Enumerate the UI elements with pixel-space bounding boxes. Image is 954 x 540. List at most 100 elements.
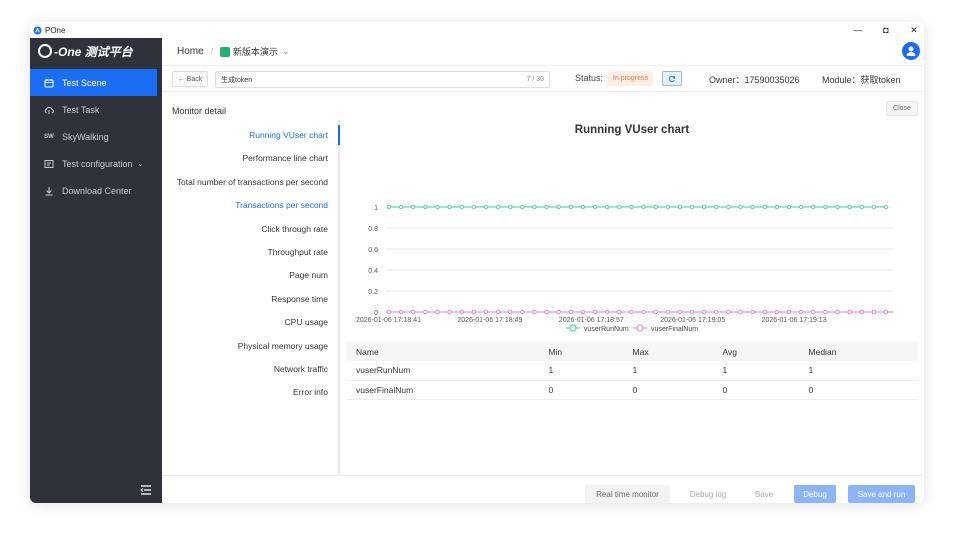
data-point — [689, 204, 695, 210]
scene-toolbar: ← Back 生成token 7 / 30 Status: In progres… — [162, 66, 924, 92]
status-badge: In progress — [608, 71, 654, 86]
data-point — [641, 309, 646, 315]
metric-item[interactable]: Total number of transactions per second — [176, 176, 328, 187]
data-point — [883, 309, 889, 315]
save-and-run-button[interactable]: Save and run — [848, 485, 915, 503]
user-icon — [906, 46, 916, 56]
metric-item[interactable]: Network traffic — [273, 364, 328, 374]
project-selector[interactable]: 新版本演示 — [232, 47, 278, 57]
data-point — [423, 309, 428, 315]
data-point — [738, 309, 743, 315]
data-point — [835, 309, 840, 315]
cloud-upload-icon — [44, 105, 54, 115]
data-point — [532, 204, 537, 210]
column-header: Avg — [712, 342, 799, 361]
sidebar-item-label: Test configuration — [62, 158, 133, 169]
project-icon — [219, 46, 230, 57]
data-point — [653, 309, 658, 315]
save-button[interactable]: Save — [754, 489, 774, 499]
metric-item[interactable]: Transactions per second — [235, 200, 328, 211]
debug-log-button[interactable]: Debug log — [689, 489, 727, 499]
active-indicator — [338, 125, 340, 145]
data-point — [532, 309, 537, 315]
sidebar-item-test-scene[interactable]: Test Scene — [30, 69, 157, 96]
breadcrumb-home[interactable]: Home — [177, 46, 204, 57]
data-point — [544, 309, 549, 315]
data-point — [483, 204, 489, 210]
collapse-menu-icon[interactable] — [140, 485, 152, 495]
data-point — [774, 309, 780, 315]
breadcrumb-separator: / — [210, 47, 213, 56]
refresh-button[interactable] — [662, 71, 682, 86]
calendar-icon — [44, 78, 54, 88]
sidebar-item-test-task[interactable]: Test Task — [30, 96, 162, 123]
minimize-button[interactable]: — — [853, 25, 863, 35]
skywalking-icon: SW — [44, 133, 54, 140]
data-point — [738, 204, 743, 210]
data-point — [859, 204, 864, 210]
data-point — [665, 309, 670, 315]
data-point — [435, 309, 440, 315]
data-point — [459, 204, 464, 210]
sidebar-item-download-center[interactable]: Download Center — [30, 177, 162, 204]
data-point — [871, 204, 877, 210]
metric-item[interactable]: Click through rate — [261, 223, 328, 234]
data-point — [811, 309, 816, 315]
x-tick-label: 2026-01-06 17:18:41 — [356, 317, 421, 324]
logo-text: -One 测试平台 — [54, 44, 133, 59]
sidebar-item-label: Test Task — [62, 104, 100, 115]
refresh-icon — [668, 75, 676, 82]
metric-item[interactable]: Response time — [271, 293, 328, 304]
table-cell: 1 — [712, 361, 799, 381]
close-panel-button[interactable]: Close — [886, 101, 918, 116]
data-point — [702, 309, 707, 315]
column-header: Max — [622, 342, 713, 361]
brand-logo: -One 测试平台 — [30, 38, 162, 64]
x-tick-label: 2026-01-06 17:19:05 — [660, 317, 725, 324]
back-button[interactable]: ← Back — [172, 71, 208, 87]
data-point — [508, 309, 513, 315]
data-point — [835, 204, 840, 210]
metric-item[interactable]: CPU usage — [284, 317, 328, 328]
metric-item[interactable]: Physical memory usage — [237, 340, 328, 351]
metric-item[interactable]: Running VUser chart — [249, 130, 328, 140]
chevron-down-icon[interactable]: ⌄ — [281, 46, 290, 56]
metric-item[interactable]: Error info — [293, 387, 328, 398]
column-header: Min — [538, 342, 623, 361]
download-icon — [44, 186, 54, 196]
user-avatar[interactable] — [902, 42, 920, 60]
data-point — [629, 204, 634, 210]
sidebar-item-label: Test Scene — [62, 77, 107, 88]
metric-item[interactable]: Throughput rate — [267, 247, 328, 257]
table-cell: vuserFinalNum — [346, 380, 539, 400]
x-tick-label: 2026-01-06 17:19:13 — [762, 317, 827, 324]
data-point — [847, 309, 852, 315]
data-point — [386, 204, 392, 210]
realtime-monitor-button[interactable]: Real time monitor — [585, 485, 670, 503]
metric-item[interactable]: Performance line chart — [242, 153, 328, 164]
data-point — [568, 204, 573, 210]
legend-label: vuserRunNum — [584, 326, 629, 333]
y-tick-label: 0 — [374, 310, 378, 317]
table-row: vuserFinalNum 0 0 0 0 — [346, 380, 918, 400]
data-point — [750, 204, 755, 210]
data-point — [471, 204, 477, 210]
sidebar-item-test-configuration[interactable]: Test configuration ⌄ — [30, 150, 162, 177]
restore-button[interactable]: ◘ — [883, 25, 889, 35]
panel-title: Monitor detail — [172, 106, 227, 116]
data-point — [447, 204, 452, 210]
data-point — [398, 309, 404, 315]
scene-name-value: 生成token — [221, 76, 253, 84]
metric-item[interactable]: Page num — [289, 270, 328, 281]
scene-name-input[interactable]: 生成token 7 / 30 — [215, 71, 550, 88]
data-point — [811, 204, 816, 210]
legend-marker — [636, 324, 644, 332]
debug-button[interactable]: Debug — [794, 485, 836, 503]
close-window-button[interactable]: ✕ — [910, 24, 918, 35]
data-point — [702, 204, 707, 210]
data-point — [508, 204, 513, 210]
sidebar-item-skywalking[interactable]: SW SkyWalking — [30, 123, 162, 150]
y-tick-label: 1 — [374, 205, 378, 212]
data-point — [556, 309, 561, 315]
data-point — [435, 204, 440, 210]
